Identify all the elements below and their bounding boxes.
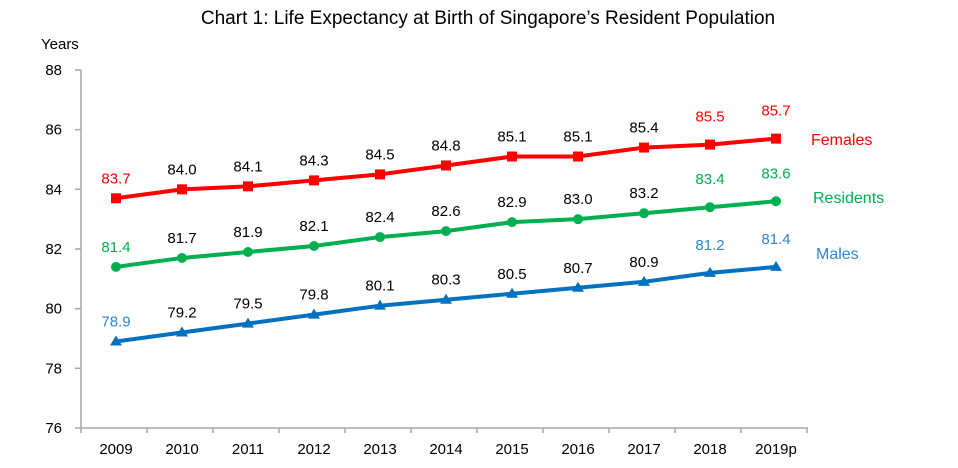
- chart-title: Chart 1: Life Expectancy at Birth of Sin…: [201, 8, 775, 29]
- data-label: 81.9: [233, 224, 262, 241]
- y-tick-label: 82: [45, 241, 62, 258]
- data-point-circle: [639, 208, 649, 219]
- data-point-triangle: [110, 335, 122, 346]
- data-label: 82.1: [299, 218, 328, 235]
- x-tick-label: 2009: [99, 441, 132, 458]
- data-label: 85.1: [563, 129, 592, 146]
- legend-label-residents: Residents: [813, 190, 884, 207]
- data-point-triangle: [374, 299, 386, 310]
- series-males: 78.9 79.2 79.5 79.8 80.1 80.3 80.5 80.7 80.9 81.2…: [101, 231, 859, 346]
- data-point-square: [375, 169, 385, 180]
- data-point-circle: [177, 252, 187, 263]
- y-tick-label: 86: [45, 122, 62, 139]
- x-tick-label: 2014: [429, 441, 462, 458]
- data-point-triangle: [308, 308, 320, 319]
- data-point-square: [507, 151, 517, 162]
- x-tick-label: 2016: [561, 441, 594, 458]
- data-label: 85.5: [695, 109, 724, 126]
- data-label: 79.5: [233, 296, 262, 313]
- data-label: 82.6: [431, 203, 460, 220]
- data-label: 80.1: [365, 278, 394, 295]
- data-label: 80.9: [629, 254, 658, 271]
- data-point-circle: [771, 196, 781, 207]
- data-point-circle: [705, 202, 715, 213]
- y-tick-label: 76: [45, 420, 62, 437]
- data-point-circle: [309, 241, 319, 252]
- data-label: 80.3: [431, 272, 460, 289]
- data-label: 81.7: [167, 230, 196, 247]
- x-tick-label: 2015: [495, 441, 528, 458]
- data-point-triangle: [176, 326, 188, 337]
- data-point-circle: [573, 214, 583, 225]
- data-point-circle: [375, 232, 385, 243]
- y-tick-label: 78: [45, 360, 62, 377]
- data-label: 83.6: [761, 165, 790, 182]
- y-tick-label: 84: [45, 181, 62, 198]
- x-tick-label: 2018: [693, 441, 726, 458]
- data-label: 84.5: [365, 146, 394, 163]
- data-point-square: [441, 160, 451, 171]
- data-point-square: [573, 151, 583, 162]
- x-tick-label: 2017: [627, 441, 660, 458]
- data-label: 82.9: [497, 194, 526, 211]
- data-point-circle: [243, 246, 253, 257]
- y-tick-label: 80: [45, 301, 62, 318]
- data-label: 84.0: [167, 161, 196, 178]
- data-label: 81.4: [761, 231, 790, 248]
- data-label: 79.2: [167, 305, 196, 322]
- data-label: 84.3: [299, 152, 328, 169]
- data-point-square: [111, 193, 121, 204]
- y-axis-label: Years: [41, 36, 79, 53]
- data-label: 80.5: [497, 266, 526, 283]
- data-label: 80.7: [563, 260, 592, 277]
- data-point-triangle: [506, 287, 518, 298]
- x-tick-label: 2019p: [755, 441, 797, 458]
- x-tick-label: 2011: [232, 441, 264, 458]
- legend-label-males: Males: [816, 246, 859, 263]
- data-label: 85.1: [497, 129, 526, 146]
- data-label: 82.4: [365, 209, 394, 226]
- data-point-circle: [441, 226, 451, 237]
- data-label: 83.0: [563, 191, 592, 208]
- y-tick-label: 88: [45, 62, 62, 79]
- data-label: 84.1: [233, 158, 262, 175]
- data-label: 85.7: [761, 103, 790, 120]
- data-point-triangle: [242, 317, 254, 328]
- data-label: 83.2: [629, 185, 658, 202]
- data-point-square: [309, 175, 319, 186]
- data-point-square: [639, 142, 649, 153]
- series-females: 83.7 84.0 84.1 84.3 84.5 84.8 85.1 85.1 85.4 85.5…: [101, 103, 872, 204]
- data-label: 84.8: [431, 137, 460, 154]
- data-label: 81.2: [695, 237, 724, 254]
- data-label: 78.9: [101, 313, 130, 330]
- data-point-square: [243, 181, 253, 192]
- series-layer: 83.7 84.0 84.1 84.3 84.5 84.8 85.1 85.1 85.4 85.5…: [101, 103, 884, 346]
- data-point-circle: [111, 261, 121, 272]
- data-label: 79.8: [299, 287, 328, 304]
- data-label: 81.4: [101, 239, 130, 256]
- x-tick-label: 2010: [165, 441, 198, 458]
- legend-label-females: Females: [811, 132, 872, 149]
- data-point-square: [771, 133, 781, 144]
- data-point-square: [177, 184, 187, 195]
- data-point-triangle: [770, 260, 782, 271]
- data-point-triangle: [704, 266, 716, 277]
- axes: 76 78 80 82 84 86 88 2009 2010 2011 2012 2013 2014 20…: [45, 62, 808, 458]
- data-point-square: [705, 139, 715, 150]
- series-residents: 81.4 81.7 81.9 82.1 82.4 82.6 82.9 83.0 83.2 83.4…: [101, 165, 884, 272]
- data-label: 85.4: [629, 120, 658, 137]
- data-label: 83.4: [695, 171, 724, 188]
- x-tick-label: 2012: [297, 441, 330, 458]
- data-label: 83.7: [101, 170, 130, 187]
- x-tick-label: 2013: [363, 441, 396, 458]
- data-point-triangle: [572, 281, 584, 292]
- data-point-triangle: [440, 293, 452, 304]
- data-point-triangle: [638, 275, 650, 286]
- data-point-circle: [507, 217, 517, 228]
